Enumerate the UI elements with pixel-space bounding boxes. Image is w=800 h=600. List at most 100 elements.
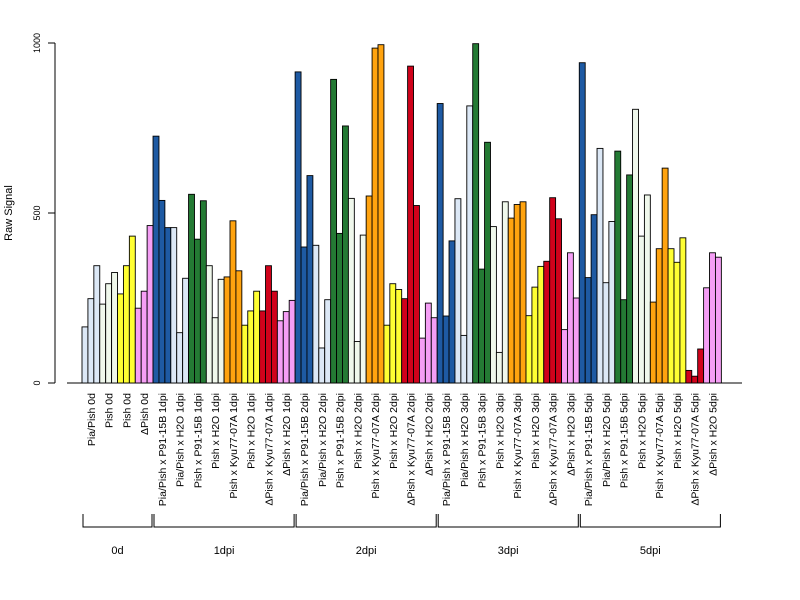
x-tick-label: Pia/Pish x P91-15B 2dpi — [299, 393, 311, 506]
bar — [478, 268, 486, 384]
x-tick-label: ΔPish x H2O 5dpi — [707, 393, 719, 476]
bar — [253, 290, 261, 384]
bar — [661, 167, 669, 384]
bar — [158, 199, 166, 384]
bar — [395, 289, 403, 384]
group-bracket — [579, 514, 721, 528]
x-tick-label: Pia/Pish 0d — [86, 393, 98, 446]
bar — [537, 265, 545, 384]
group-bracket — [295, 514, 437, 528]
bar — [247, 310, 255, 384]
bar — [99, 303, 107, 384]
bar — [318, 347, 326, 384]
group-bracket — [437, 514, 579, 528]
bar — [608, 221, 616, 384]
x-tick-label: Pish x Kyu77-07A 3dpi — [512, 393, 524, 499]
bar — [146, 225, 154, 384]
bar — [620, 299, 628, 384]
bar — [643, 194, 651, 384]
x-tick-label: Pia/Pish x H2O 5dpi — [601, 393, 613, 487]
bar — [235, 270, 243, 384]
x-tick-label: Pish x P91-15B 2dpi — [335, 393, 347, 488]
bar — [312, 244, 320, 384]
bar — [401, 298, 409, 384]
x-tick-label: Pia/Pish x P91-15B 3dpi — [441, 393, 453, 506]
x-tick-label: ΔPish x H2O 1dpi — [281, 393, 293, 476]
bar — [134, 307, 142, 384]
bar — [259, 310, 266, 384]
bars — [81, 43, 722, 384]
x-tick-label: Pia/Pish x H2O 3dpi — [459, 393, 471, 487]
bar — [152, 135, 160, 384]
bar — [596, 147, 604, 384]
x-tick-label: ΔPish x H2O 2dpi — [423, 393, 435, 476]
bar — [217, 278, 225, 384]
x-tick-label: Pish x H2O 3dpi — [494, 393, 506, 469]
bar — [555, 218, 562, 384]
group-label: 3dpi — [498, 545, 519, 557]
bar — [176, 332, 184, 384]
bar — [188, 193, 195, 384]
x-tick-label: ΔPish x Kyu77-07A 5dpi — [690, 393, 702, 506]
bar — [454, 198, 462, 384]
x-tick-label: Pish x P91-15B 5dpi — [619, 393, 631, 488]
bar — [276, 320, 284, 384]
x-tick-label: Pia/Pish x H2O 2dpi — [317, 393, 329, 487]
bar — [638, 235, 645, 384]
bar — [584, 277, 592, 384]
y-tick-label: 1000 — [32, 33, 42, 53]
bar — [472, 43, 480, 384]
bar — [709, 252, 716, 384]
bar — [199, 200, 207, 384]
bar — [549, 197, 557, 384]
x-tick-label: Pia/Pish x P91-15B 1dpi — [157, 393, 169, 506]
bar — [211, 317, 219, 384]
x-tick-label: Pish x H2O 2dpi — [388, 393, 400, 469]
bar — [673, 261, 681, 384]
group-brackets: 0d 1dpi 2dpi 3dpi 5dpi — [82, 514, 721, 557]
bar — [413, 205, 420, 384]
bar — [484, 141, 491, 384]
x-tick-label: Pish x H2O 3dpi — [530, 393, 542, 469]
bar — [306, 175, 314, 384]
bar — [223, 276, 231, 384]
bar — [531, 286, 539, 384]
bar — [697, 348, 705, 384]
x-tick-label: Pia/Pish x P91-15B 5dpi — [583, 393, 595, 506]
bar — [377, 44, 385, 384]
bar — [371, 47, 379, 384]
bar — [448, 240, 456, 384]
bar — [128, 235, 136, 384]
x-tick-label: Pish x P91-15B 3dpi — [477, 393, 489, 488]
bar — [519, 201, 527, 384]
x-tick-label: ΔPish x Kyu77-07A 3dpi — [548, 393, 560, 506]
bar — [525, 315, 533, 384]
bar — [105, 283, 113, 384]
bar — [353, 341, 361, 384]
x-tick-label: Pish x H2O 1dpi — [246, 393, 258, 469]
bar — [270, 290, 278, 384]
bar — [359, 234, 367, 384]
x-tick-label: Pish x P91-15B 1dpi — [192, 393, 204, 488]
bar — [590, 214, 598, 384]
bar — [407, 65, 414, 384]
bar — [288, 299, 296, 384]
x-tick-label: Pish x Kyu77-07A 2dpi — [370, 393, 382, 499]
bar — [182, 277, 190, 384]
bar — [87, 298, 95, 384]
bar — [300, 246, 308, 384]
bar — [501, 201, 509, 384]
x-tick-label: ΔPish x Kyu77-07A 1dpi — [263, 393, 275, 506]
bar — [685, 369, 693, 384]
bar — [691, 375, 699, 384]
bar — [430, 317, 438, 384]
y-axis-label: Raw Signal — [3, 185, 15, 241]
x-tick-label: ΔPish 0d — [139, 393, 151, 435]
group-label: 0d — [111, 545, 123, 557]
group-label: 5dpi — [640, 545, 661, 557]
bar — [561, 329, 568, 384]
x-tick-label: Pish x H2O 2dpi — [352, 393, 364, 469]
x-tick-label: Pish 0d — [121, 393, 133, 428]
bar — [241, 324, 249, 384]
bar — [442, 315, 450, 384]
